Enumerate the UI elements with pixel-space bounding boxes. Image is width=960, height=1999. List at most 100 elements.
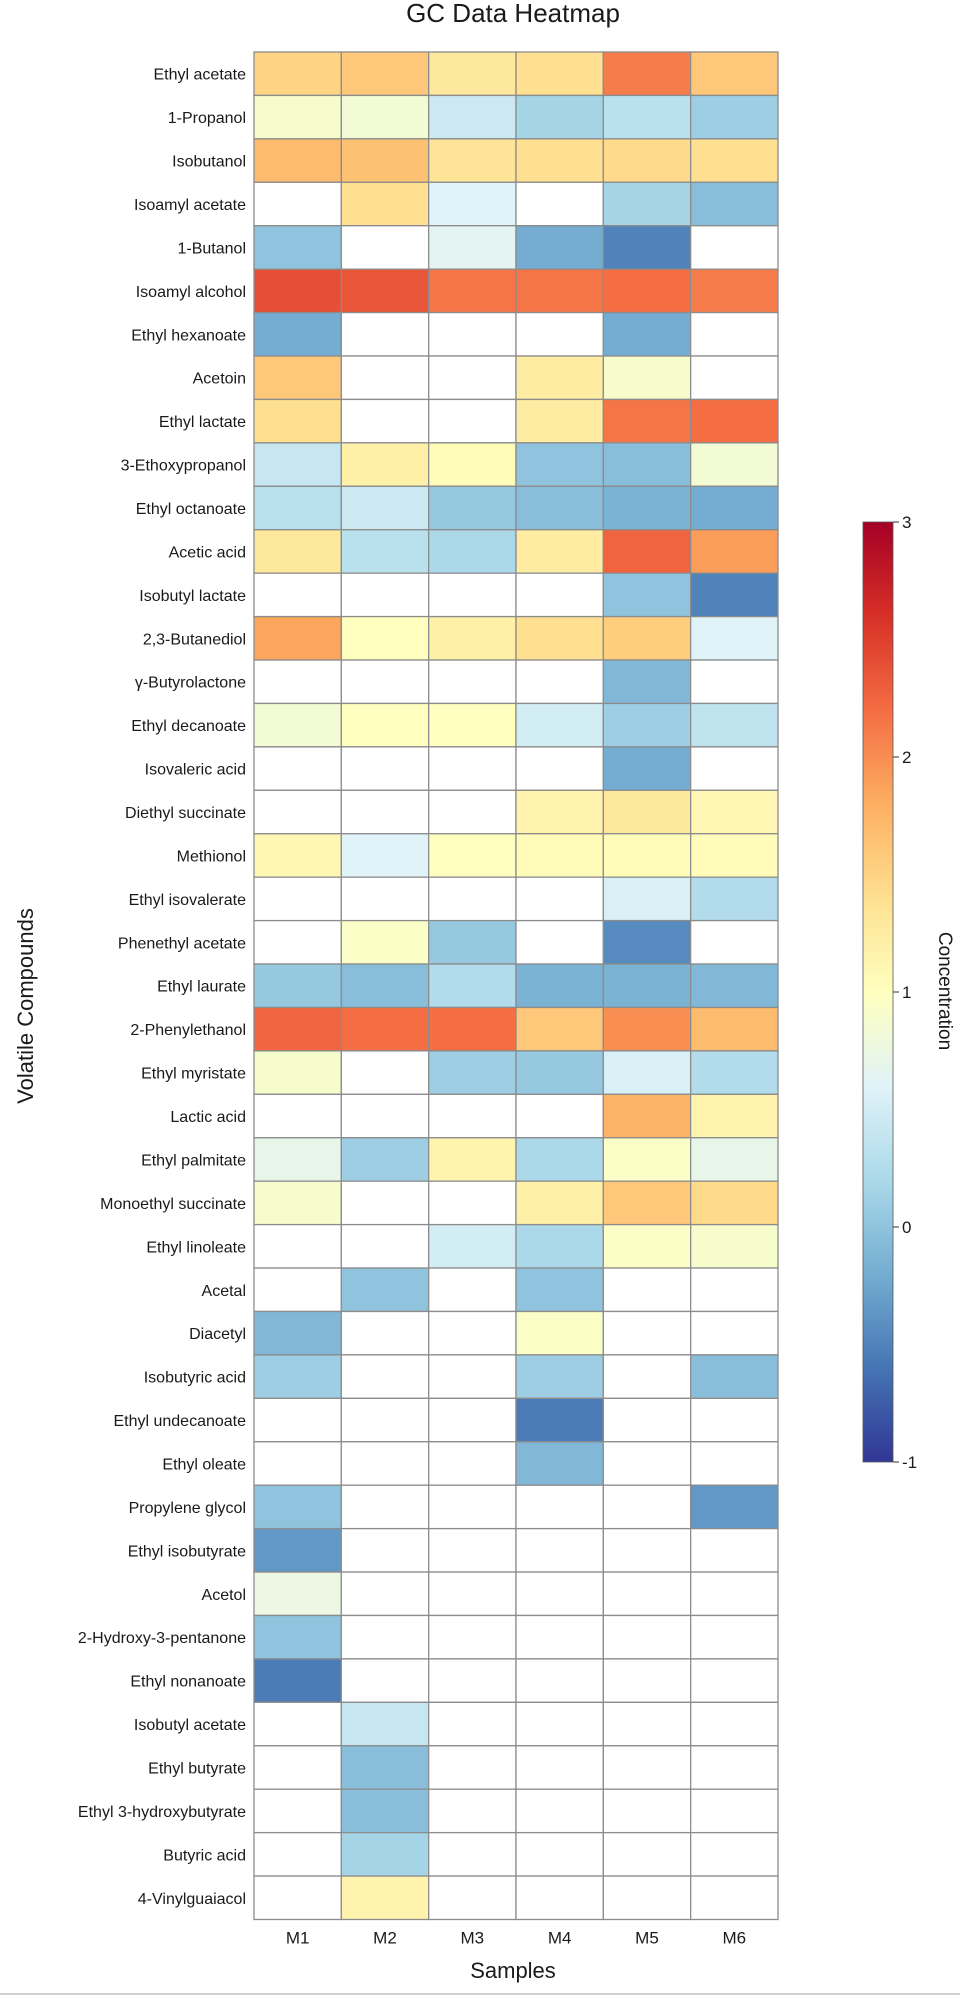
row-label-ethyl-lactate: Ethyl lactate <box>159 414 246 431</box>
heatmap-cell-isoamyl-alcohol-m4 <box>515 268 604 314</box>
heatmap-cell-isobutyric-acid-m1 <box>253 1354 342 1399</box>
heatmap-cell-isoamyl-alcohol-m6 <box>690 268 779 314</box>
chart-title: GC Data Heatmap <box>406 0 620 28</box>
heatmap-cell-4-vinylguaiacol-m3 <box>428 1875 517 1921</box>
row-label-ethyl-octanoate: Ethyl octanoate <box>136 501 246 518</box>
heatmap-cell-diethyl-succinate-m1 <box>253 789 342 835</box>
heatmap-cell-ethyl-linoleate-m2 <box>340 1223 430 1269</box>
heatmap-cell-ethyl-3-hydroxybutyrate-m4 <box>515 1788 604 1834</box>
row-label-ethyl-undecanoate: Ethyl undecanoate <box>113 1413 246 1430</box>
heatmap-cell-ethyl-lactate-m5 <box>602 398 692 444</box>
heatmap-cell-butyrolactone-m6 <box>690 659 779 705</box>
heatmap-cell-phenethyl-acetate-m3 <box>428 919 517 965</box>
heatmap-cell-lactic-acid-m3 <box>428 1093 517 1139</box>
heatmap-cell-ethyl-butyrate-m6 <box>690 1745 779 1790</box>
row-label-acetoin: Acetoin <box>193 371 246 388</box>
heatmap-cell-isoamyl-acetate-m3 <box>428 181 517 227</box>
heatmap-cell-3-ethoxypropanol-m5 <box>602 442 692 487</box>
heatmap-cell-ethyl-palmitate-m1 <box>253 1137 342 1182</box>
heatmap-cell-diacetyl-m4 <box>515 1310 604 1356</box>
heatmap-cell-isovaleric-acid-m6 <box>690 746 779 791</box>
heatmap-cell-isobutyl-lactate-m3 <box>428 572 517 618</box>
heatmap-cell-ethyl-lactate-m6 <box>690 398 779 444</box>
heatmap-cell-lactic-acid-m2 <box>340 1093 430 1139</box>
heatmap-cell-3-ethoxypropanol-m6 <box>690 442 779 487</box>
heatmap-cell-isoamyl-alcohol-m5 <box>602 268 692 314</box>
heatmap-cell-ethyl-undecanoate-m1 <box>253 1397 342 1443</box>
heatmap-cell-methionol-m3 <box>428 833 517 878</box>
heatmap-cell-1-butanol-m1 <box>253 225 342 270</box>
heatmap-cell-ethyl-decanoate-m4 <box>515 702 604 748</box>
heatmap-cell-acetic-acid-m6 <box>690 529 779 574</box>
heatmap-cell-ethyl-decanoate-m1 <box>253 702 342 748</box>
heatmap-cell-ethyl-acetate-m5 <box>602 51 692 97</box>
heatmap-cell-ethyl-undecanoate-m6 <box>690 1397 779 1443</box>
heatmap-cell-4-vinylguaiacol-m1 <box>253 1875 342 1921</box>
heatmap-cell-ethyl-oleate-m5 <box>602 1441 692 1486</box>
heatmap-cell-ethyl-oleate-m3 <box>428 1441 517 1486</box>
heatmap-cell-isobutyl-acetate-m2 <box>340 1701 430 1747</box>
heatmap-cell-isobutyl-acetate-m5 <box>602 1701 692 1747</box>
heatmap-cell-methionol-m6 <box>690 833 779 878</box>
colorbar-tick-label: 2 <box>902 748 911 767</box>
heatmap-cell-2-hydroxy-3-pentanone-m5 <box>602 1614 692 1660</box>
heatmap-cell-ethyl-nonanoate-m3 <box>428 1658 517 1703</box>
heatmap-cell-ethyl-undecanoate-m4 <box>515 1397 604 1443</box>
heatmap-cell-acetoin-m3 <box>428 355 517 401</box>
heatmap-cell-diethyl-succinate-m3 <box>428 789 517 835</box>
heatmap-cell-diethyl-succinate-m5 <box>602 789 692 835</box>
heatmap-cell-monoethyl-succinate-m6 <box>690 1180 779 1226</box>
heatmap-cell-1-butanol-m2 <box>340 225 430 270</box>
heatmap-cell-propylene-glycol-m5 <box>602 1484 692 1530</box>
heatmap-cell-ethyl-octanoate-m4 <box>515 485 604 531</box>
heatmap-cell-ethyl-palmitate-m3 <box>428 1137 517 1182</box>
heatmap-cell-ethyl-isobutyrate-m5 <box>602 1527 692 1573</box>
heatmap-cell-isovaleric-acid-m5 <box>602 746 692 791</box>
row-label-ethyl-3-hydroxybutyrate: Ethyl 3-hydroxybutyrate <box>78 1804 246 1821</box>
heatmap-cell-ethyl-lactate-m3 <box>428 398 517 444</box>
heatmap-cell-2-hydroxy-3-pentanone-m1 <box>253 1614 342 1660</box>
heatmap-cell-ethyl-myristate-m4 <box>515 1050 604 1095</box>
heatmap-cell-ethyl-nonanoate-m6 <box>690 1658 779 1703</box>
heatmap-cell-acetal-m5 <box>602 1267 692 1313</box>
heatmap-cell-ethyl-oleate-m6 <box>690 1441 779 1486</box>
heatmap-cell-ethyl-butyrate-m1 <box>253 1745 342 1790</box>
heatmap-cell-ethyl-hexanoate-m2 <box>340 311 430 357</box>
heatmap-cell-ethyl-isovalerate-m4 <box>515 876 604 922</box>
heatmap-cell-propylene-glycol-m1 <box>253 1484 342 1530</box>
heatmap-cell-butyric-acid-m4 <box>515 1831 604 1877</box>
row-label-1-butanol: 1-Butanol <box>178 240 247 257</box>
row-label-isoamyl-alcohol: Isoamyl alcohol <box>136 284 246 301</box>
colorbar-tick-label: 0 <box>902 1218 911 1237</box>
heatmap-cell-2-phenylethanol-m5 <box>602 1006 692 1052</box>
heatmap-cell-acetoin-m5 <box>602 355 692 401</box>
row-label-ethyl-myristate: Ethyl myristate <box>141 1066 246 1083</box>
heatmap-cell-isovaleric-acid-m3 <box>428 746 517 791</box>
row-label-ethyl-oleate: Ethyl oleate <box>162 1456 246 1473</box>
heatmap-cells <box>253 51 779 1921</box>
heatmap-cell-acetic-acid-m1 <box>253 529 342 574</box>
heatmap-cell-lactic-acid-m4 <box>515 1093 604 1139</box>
heatmap-cell-acetoin-m2 <box>340 355 430 401</box>
heatmap-cell-isoamyl-alcohol-m3 <box>428 268 517 314</box>
heatmap-cell-ethyl-nonanoate-m2 <box>340 1658 430 1703</box>
heatmap-cell-isoamyl-acetate-m4 <box>515 181 604 227</box>
colorbar-ticks: 3 2 1 0 -1 <box>893 513 917 1472</box>
x-axis-label: Samples <box>470 1958 556 1983</box>
heatmap-cell-isobutanol-m3 <box>428 138 517 183</box>
colorbar-tick-label: -1 <box>902 1453 917 1472</box>
heatmap-cell-diacetyl-m5 <box>602 1310 692 1356</box>
colorbar-tick-label: 3 <box>902 513 911 532</box>
heatmap-cell-propylene-glycol-m2 <box>340 1484 430 1530</box>
heatmap-cell-phenethyl-acetate-m6 <box>690 919 779 965</box>
heatmap-cell-ethyl-decanoate-m5 <box>602 702 692 748</box>
heatmap-cell-butyrolactone-m5 <box>602 659 692 705</box>
heatmap-cell-isobutyl-lactate-m4 <box>515 572 604 618</box>
heatmap-cell-ethyl-linoleate-m3 <box>428 1223 517 1269</box>
heatmap-cell-2-3-butanediol-m2 <box>340 615 430 661</box>
heatmap-cell-ethyl-linoleate-m1 <box>253 1223 342 1269</box>
column-labels: M1 M2 M3 M4 M5 M6 <box>286 1928 746 1947</box>
heatmap-cell-acetoin-m1 <box>253 355 342 401</box>
heatmap-cell-ethyl-decanoate-m6 <box>690 702 779 748</box>
